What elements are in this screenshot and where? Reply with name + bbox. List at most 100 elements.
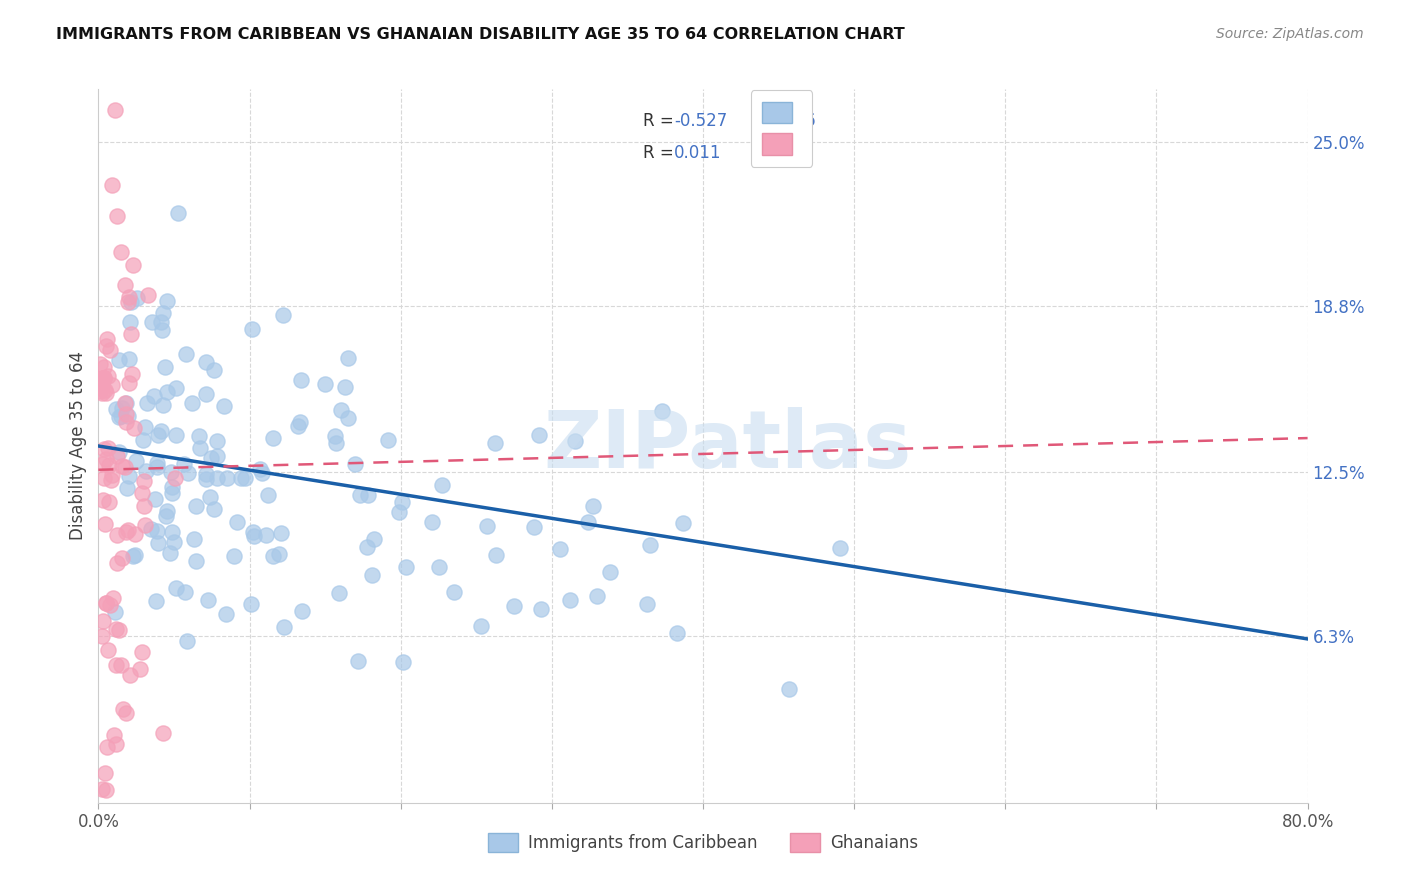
Point (165, 470, 187, 484)
Point (101, 377, 124, 392)
Point (150, 323, 173, 337)
Point (96, 386, 118, 401)
Point (93, 765, 115, 780)
Point (96, 739, 118, 754)
Point (391, 495, 413, 509)
Point (132, 475, 155, 489)
Point (101, 178, 124, 193)
Point (108, 352, 131, 367)
Point (198, 490, 221, 504)
Point (114, 278, 136, 293)
Point (97, 441, 120, 455)
Point (287, 418, 309, 433)
Point (111, 550, 134, 565)
Point (118, 376, 141, 390)
Text: 0.011: 0.011 (673, 145, 721, 162)
Point (93, 371, 115, 385)
Point (91, 385, 114, 400)
Point (114, 396, 136, 410)
Point (672, 516, 695, 531)
Point (148, 428, 170, 442)
Point (195, 472, 218, 486)
Point (217, 471, 239, 485)
Point (194, 355, 217, 369)
Point (156, 293, 179, 308)
Point (97, 458, 120, 473)
Text: Source: ZipAtlas.com: Source: ZipAtlas.com (1216, 27, 1364, 41)
Point (174, 347, 197, 361)
Point (146, 456, 169, 470)
Point (150, 425, 173, 439)
Point (114, 415, 136, 429)
Point (177, 467, 200, 481)
Point (395, 560, 418, 574)
Point (377, 433, 399, 447)
Point (356, 541, 378, 555)
Point (585, 589, 607, 603)
Point (118, 352, 141, 367)
Point (427, 560, 450, 574)
Point (325, 435, 347, 450)
Point (183, 532, 205, 546)
Point (165, 428, 187, 442)
Point (152, 726, 174, 740)
Point (104, 103, 127, 118)
Point (96, 451, 118, 466)
Point (96, 332, 118, 346)
Point (114, 407, 136, 421)
Point (243, 529, 266, 543)
Point (136, 396, 159, 410)
Text: 80: 80 (785, 145, 806, 162)
Point (290, 604, 312, 618)
Point (197, 593, 219, 607)
Point (160, 525, 183, 540)
Point (96, 782, 118, 797)
Point (290, 373, 312, 387)
Y-axis label: Disability Age 35 to 64: Disability Age 35 to 64 (69, 351, 87, 541)
Point (314, 377, 336, 392)
Point (558, 592, 581, 607)
Point (111, 459, 134, 474)
Point (205, 449, 228, 463)
Text: IMMIGRANTS FROM CARIBBEAN VS GHANAIAN DISABILITY AGE 35 TO 64 CORRELATION CHART: IMMIGRANTS FROM CARIBBEAN VS GHANAIAN DI… (56, 27, 905, 42)
Point (105, 556, 128, 570)
Point (103, 728, 125, 742)
Point (141, 315, 163, 329)
Point (93, 371, 115, 385)
Point (121, 549, 143, 564)
Point (103, 591, 125, 605)
Point (93, 442, 115, 457)
Point (636, 597, 658, 611)
Point (215, 607, 238, 621)
Point (155, 508, 177, 523)
Point (357, 488, 380, 502)
Point (104, 658, 127, 673)
Point (152, 306, 174, 320)
Point (118, 468, 141, 483)
Point (94, 384, 117, 398)
Point (271, 309, 294, 323)
Point (205, 471, 228, 485)
Point (262, 549, 284, 564)
Point (108, 410, 131, 425)
Point (392, 655, 415, 669)
Point (97, 495, 120, 509)
Point (212, 400, 235, 414)
Point (121, 368, 143, 382)
Point (160, 485, 183, 500)
Point (360, 567, 382, 582)
Text: N =: N = (754, 145, 790, 162)
Point (91, 371, 114, 385)
Point (110, 245, 132, 260)
Point (267, 547, 290, 561)
Point (328, 586, 350, 600)
Point (90, 629, 112, 643)
Point (160, 481, 183, 495)
Point (665, 626, 688, 640)
Point (129, 662, 152, 676)
Point (188, 429, 211, 443)
Point (564, 434, 586, 448)
Point (89, 357, 111, 371)
Point (132, 499, 155, 513)
Point (105, 402, 128, 417)
